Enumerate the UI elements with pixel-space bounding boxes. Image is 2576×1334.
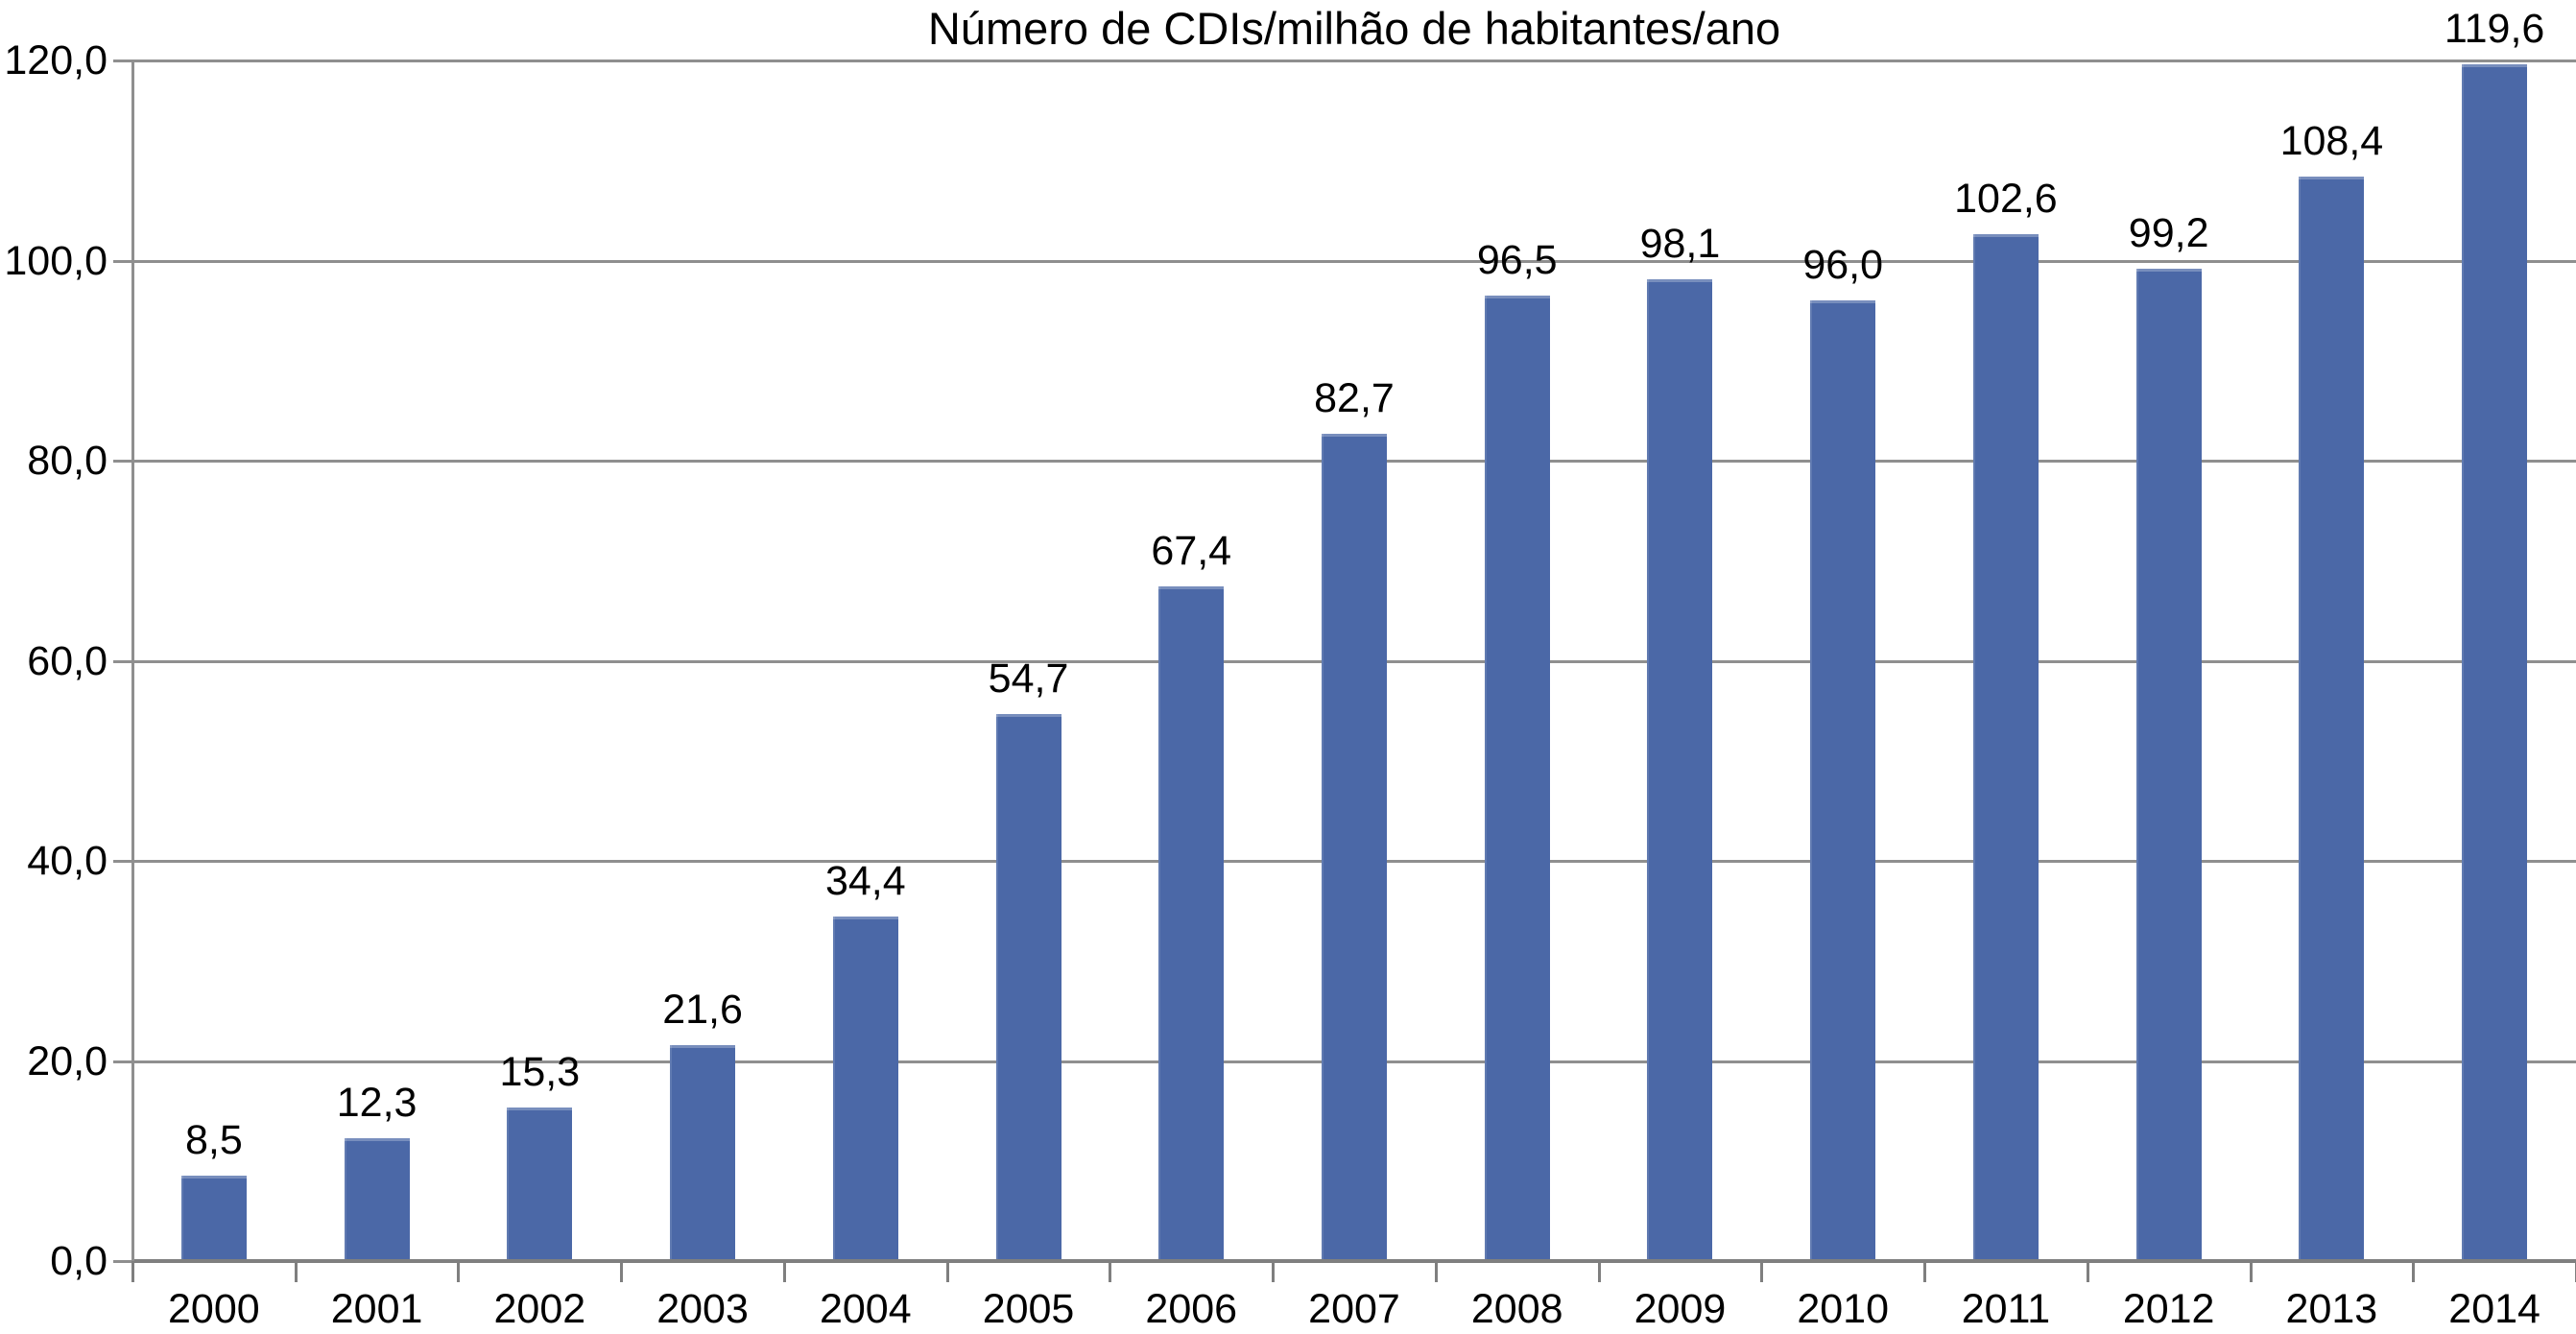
bar-2013: [2299, 177, 2364, 1261]
x-axis-tick: [294, 1261, 298, 1282]
bar-2007: [1322, 434, 1387, 1261]
y-axis-label: 0,0: [50, 1238, 107, 1284]
bar-2008: [1485, 296, 1550, 1261]
y-axis-label: 80,0: [27, 438, 107, 484]
x-axis-category-label: 2001: [330, 1286, 423, 1332]
x-axis-tick: [1597, 1261, 1601, 1282]
x-axis-category-label: 2005: [982, 1286, 1075, 1332]
y-axis-line: [131, 60, 134, 1263]
x-axis-category-label: 2013: [2285, 1286, 2378, 1332]
bar-2010: [1810, 300, 1875, 1261]
bar-2011: [1973, 234, 2039, 1261]
bar-value-label: 108,4: [2279, 118, 2384, 164]
y-axis-tick: [113, 60, 132, 62]
x-axis-tick: [782, 1261, 786, 1282]
bar-value-label: 67,4: [1151, 528, 1232, 574]
x-axis-tick: [131, 1261, 134, 1282]
bar-2014: [2462, 64, 2527, 1261]
bar-value-label: 12,3: [336, 1080, 417, 1126]
bar-value-label: 82,7: [1314, 375, 1395, 421]
x-axis-tick: [2412, 1261, 2416, 1282]
x-axis-category-label: 2014: [2448, 1286, 2540, 1332]
bar-value-label: 34,4: [824, 858, 906, 904]
y-axis-tick: [113, 259, 132, 263]
bar-value-label: 8,5: [184, 1117, 243, 1163]
x-axis-tick: [1923, 1261, 1927, 1282]
x-axis-tick: [1760, 1261, 1764, 1282]
x-axis-tick: [1109, 1261, 1112, 1282]
y-axis-label: 100,0: [4, 237, 107, 284]
y-axis-tick: [113, 1260, 132, 1263]
bar-value-label: 119,6: [2444, 6, 2545, 52]
x-axis-category-label: 2006: [1145, 1286, 1238, 1332]
bar-2005: [996, 714, 1061, 1261]
bar-2000: [181, 1176, 247, 1261]
bar-value-label: 54,7: [988, 655, 1069, 702]
x-axis-category-label: 2011: [1961, 1286, 2051, 1332]
bar-value-label: 96,5: [1476, 237, 1558, 283]
bar-value-label: 102,6: [1954, 176, 2058, 222]
bar-2006: [1158, 586, 1224, 1261]
x-axis-category-label: 2007: [1308, 1286, 1400, 1332]
x-axis-tick: [945, 1261, 949, 1282]
y-gridline: [132, 60, 2576, 62]
x-axis-category-label: 2009: [1634, 1286, 1727, 1332]
y-gridline: [132, 259, 2576, 263]
bar-value-label: 21,6: [662, 987, 743, 1033]
x-axis-tick: [1434, 1261, 1438, 1282]
chart-title: Número de CDIs/milhão de habitantes/ano: [927, 3, 1781, 54]
bar-2001: [345, 1138, 410, 1261]
bar-2004: [833, 917, 898, 1261]
x-axis-tick: [2249, 1261, 2253, 1282]
bar-2012: [2136, 269, 2202, 1261]
x-axis-line: [132, 1259, 2576, 1263]
x-axis-category-label: 2004: [819, 1286, 912, 1332]
bar-2009: [1647, 279, 1712, 1261]
y-axis-tick: [113, 659, 132, 663]
bar-value-label: 96,0: [1802, 242, 1884, 288]
y-axis-label: 120,0: [4, 37, 107, 83]
x-axis-category-label: 2000: [168, 1286, 260, 1332]
y-axis-tick: [113, 460, 132, 463]
x-axis-tick: [620, 1261, 624, 1282]
bar-value-label: 15,3: [499, 1049, 581, 1095]
bar-value-label: 98,1: [1639, 221, 1721, 267]
bar-value-label: 99,2: [2128, 210, 2209, 256]
y-axis-label: 20,0: [27, 1037, 107, 1084]
y-axis-label: 40,0: [27, 838, 107, 884]
x-axis-category-label: 2012: [2122, 1286, 2215, 1332]
x-axis-tick: [2086, 1261, 2089, 1282]
y-axis-label: 60,0: [27, 637, 107, 684]
x-axis-category-label: 2003: [656, 1286, 749, 1332]
bar-2003: [670, 1045, 735, 1261]
x-axis-category-label: 2002: [493, 1286, 586, 1332]
y-axis-tick: [113, 1060, 132, 1063]
y-axis-tick: [113, 860, 132, 863]
bar-2002: [507, 1108, 572, 1261]
x-axis-category-label: 2008: [1470, 1286, 1563, 1332]
x-axis-tick: [1272, 1261, 1276, 1282]
x-axis-category-label: 2010: [1797, 1286, 1890, 1332]
x-axis-tick: [457, 1261, 461, 1282]
